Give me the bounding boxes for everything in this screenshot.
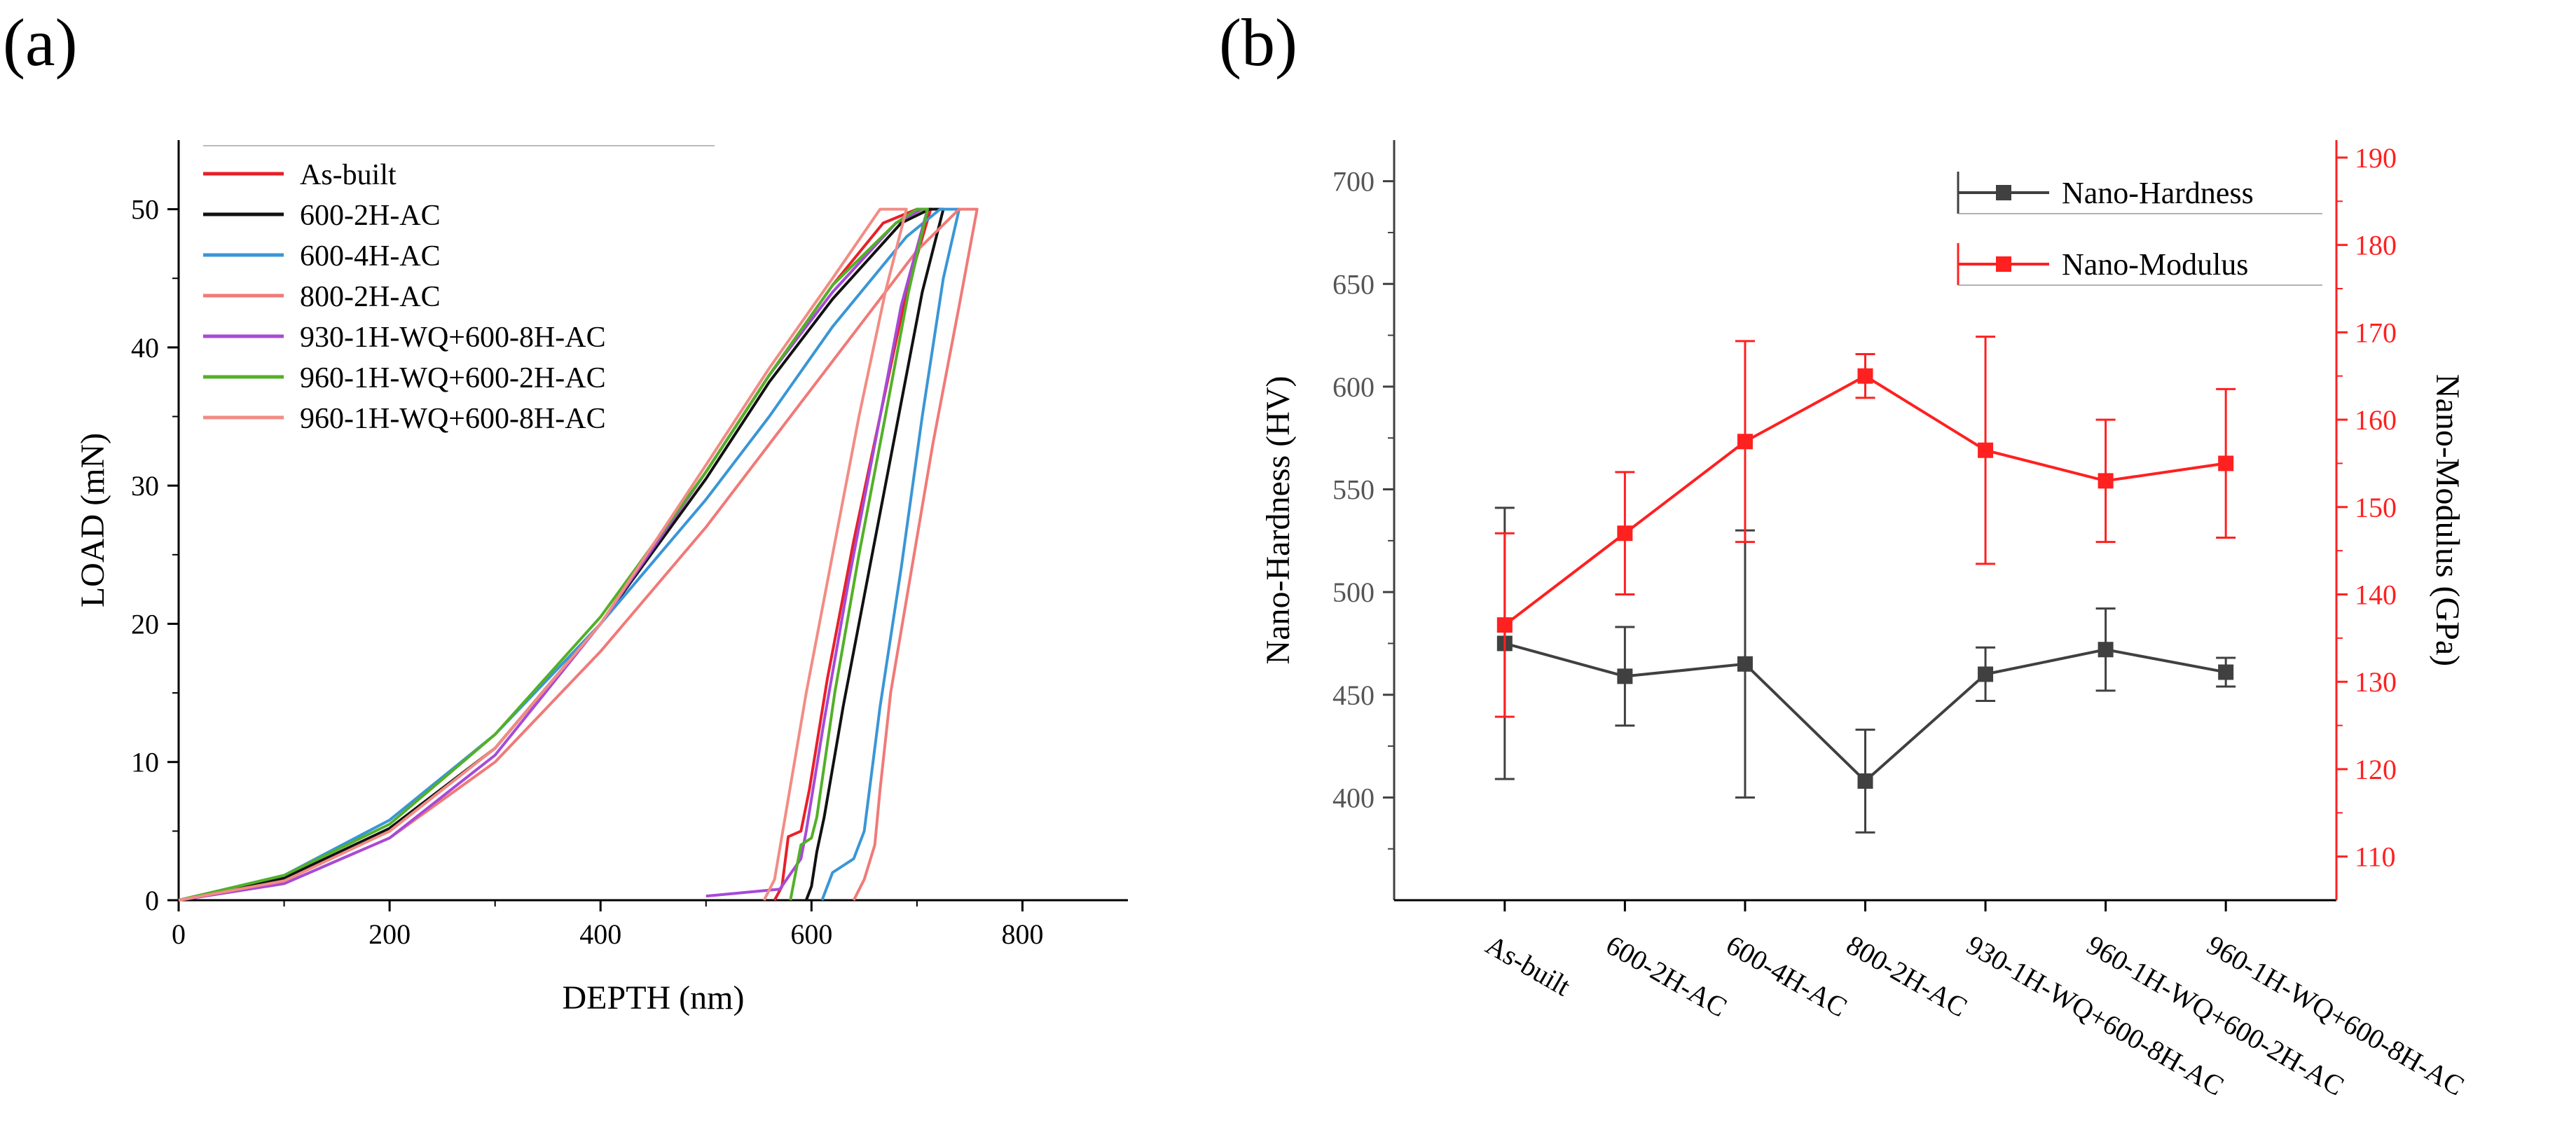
curve-600-4h-ac (178, 207, 961, 902)
y-right-tick-label: 180 (2355, 230, 2397, 261)
legend-label-600-2h-ac: 600-2H-AC (300, 200, 441, 232)
x-tick-label-600-2h-ac: 600-2H-AC (1601, 929, 1733, 1024)
y-tick-label: 10 (131, 747, 159, 778)
y-left-tick-label: 500 (1332, 577, 1375, 608)
y-left-tick-label: 600 (1332, 371, 1375, 403)
marker-nano-modulus (1496, 617, 1513, 633)
marker-nano-hardness (2098, 642, 2114, 658)
legend-label-800-2h-ac: 800-2H-AC (300, 281, 441, 313)
x-axis-title: DEPTH (nm) (563, 979, 745, 1016)
y-right-tick-label: 150 (2355, 492, 2397, 523)
y-tick-label: 20 (131, 608, 159, 640)
curve-960-1h-wq-600-8h-ac (178, 207, 908, 902)
curve-600-2h-ac (178, 207, 945, 902)
y-right-tick-label: 130 (2355, 666, 2397, 698)
y-left-tick-label: 400 (1332, 782, 1375, 813)
panel-b-label: (b) (1219, 5, 1297, 80)
panel-a-label: (a) (3, 5, 78, 80)
y-right-tick-label: 190 (2355, 142, 2397, 174)
marker-nano-hardness (1857, 773, 1873, 789)
y-right-tick-label: 160 (2355, 404, 2397, 436)
x-tick-label: 0 (172, 918, 186, 950)
line-nano-modulus (1503, 374, 2226, 626)
legend-label-as-built: As-built (300, 159, 397, 191)
y-left-tick-label: 700 (1332, 166, 1375, 198)
y-right-tick-label: 120 (2355, 754, 2397, 785)
curve-800-2h-ac (178, 207, 979, 902)
y-right-tick-label: 110 (2355, 841, 2396, 873)
legend-marker-nano-hardness (1996, 185, 2011, 200)
x-tick-label: 600 (790, 918, 832, 950)
y-left-tick-label: 650 (1332, 268, 1375, 300)
marker-nano-modulus (1978, 442, 1994, 458)
curve-960-1h-wq-600-2h-ac (178, 207, 929, 902)
chart-a: 0 200 400 600 800 0 10 20 30 40 50 DEPTH (nm) LOAD (… (74, 140, 1128, 1016)
marker-nano-modulus (2098, 473, 2114, 489)
y-right-axis-title: Nano-Modulus (GPa) (2429, 374, 2466, 666)
x-tick-label-800-2h-ac: 800-2H-AC (1841, 929, 1973, 1024)
y-left-tick-label: 450 (1332, 680, 1375, 711)
y-right-tick-label: 140 (2355, 579, 2397, 611)
marker-nano-modulus (2218, 455, 2234, 471)
marker-nano-hardness (1978, 666, 1994, 682)
marker-nano-modulus (1617, 525, 1633, 542)
y-left-tick-label: 550 (1332, 474, 1375, 506)
y-tick-label: 30 (131, 470, 159, 502)
legend-label-960-1h-wq-600-8h-ac: 960-1H-WQ+600-8H-AC (300, 403, 606, 435)
x-tick-label-as-built: As-built (1480, 929, 1576, 1002)
legend-label-960-1h-wq-600-2h-ac: 960-1H-WQ+600-2H-AC (300, 362, 606, 394)
y-left-axis-title: Nano-Hardness (HV) (1260, 376, 1297, 665)
legend-label-600-4h-ac: 600-4H-AC (300, 240, 441, 273)
marker-nano-modulus (1857, 368, 1873, 384)
marker-nano-modulus (1737, 434, 1753, 450)
x-tick-label: 800 (1001, 918, 1043, 950)
legend-label-nano-hardness: Nano-Hardness (2062, 176, 2254, 210)
y-tick-label: 40 (131, 332, 159, 364)
x-tick-label: 400 (579, 918, 621, 950)
legend-label-nano-modulus: Nano-Modulus (2062, 247, 2248, 282)
y-tick-label: 50 (131, 194, 159, 226)
legend-label-930-1h-wq-600-8h-ac: 930-1H-WQ+600-8H-AC (300, 322, 606, 354)
legend-marker-nano-modulus (1996, 256, 2011, 272)
y-right-tick-label: 170 (2355, 317, 2397, 348)
marker-nano-hardness (1737, 656, 1753, 672)
curve-930-1h-wq-600-8h-ac (178, 207, 929, 902)
y-axis-title: LOAD (mN) (74, 433, 111, 607)
x-tick-label-600-4h-ac: 600-4H-AC (1721, 929, 1852, 1024)
marker-nano-hardness (2218, 664, 2234, 680)
y-tick-label: 0 (145, 885, 159, 916)
chart-b: 400 450 500 550 600 650 700 110 120 130 140 150 160 1… (1260, 140, 2470, 1102)
marker-nano-hardness (1617, 668, 1633, 684)
x-tick-label: 200 (369, 918, 411, 950)
